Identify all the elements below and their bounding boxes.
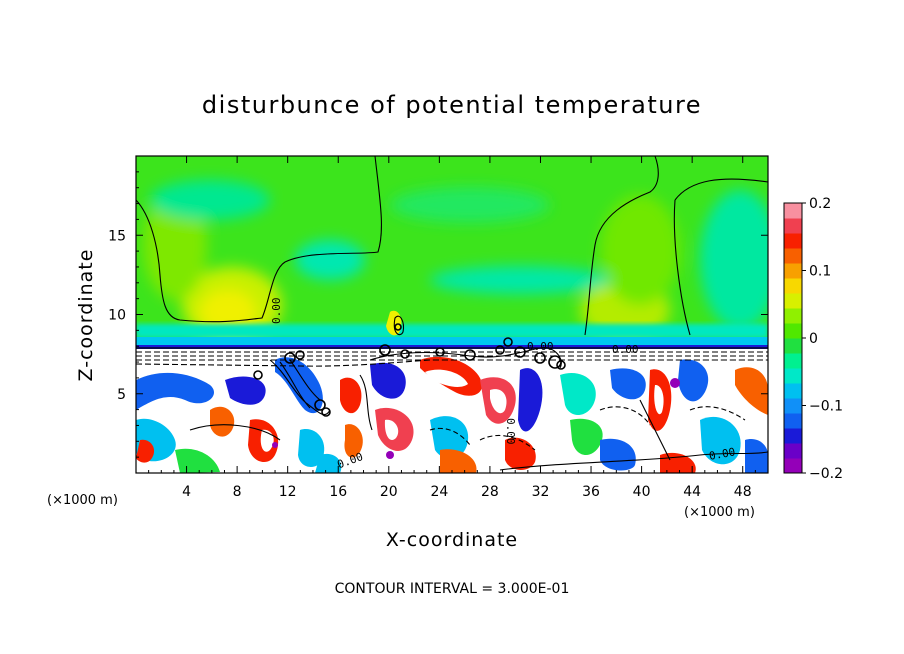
turbulent-features <box>136 310 768 473</box>
colorbar-segment <box>784 368 802 384</box>
x-tick-label: 36 <box>582 484 600 500</box>
contour-label-5: 0.00 <box>504 418 517 445</box>
colorbar: 0.2 0.1 0 −0.1 −0.2 <box>784 196 843 482</box>
colorbar-segment <box>784 398 802 414</box>
colorbar-tick-label: −0.1 <box>809 399 843 415</box>
x-tick-label: 48 <box>734 484 752 500</box>
contour-interval-note: CONTOUR INTERVAL = 3.000E-01 <box>335 581 570 597</box>
colorbar-segment <box>784 308 802 324</box>
x-tick-label: 8 <box>233 484 242 500</box>
x-tick-label: 32 <box>532 484 550 500</box>
colorbar-segment <box>784 278 802 294</box>
x-unit-left: (×1000 m) <box>47 493 118 508</box>
x-tick-label: 20 <box>380 484 398 500</box>
x-tick-label: 16 <box>329 484 347 500</box>
colorbar-tick-label: 0.2 <box>809 196 831 212</box>
contour-label-6: 0.00 <box>527 340 554 353</box>
colorbar-frame <box>783 202 803 474</box>
x-tick-label: 12 <box>279 484 297 500</box>
y-tick-label: 10 <box>108 308 126 324</box>
y-tick-label: 5 <box>117 387 126 403</box>
chart-title: disturbunce of potential temperature <box>202 91 702 119</box>
colorbar-segment <box>784 233 802 249</box>
y-axis-label: Z-coordinate <box>75 249 97 382</box>
y-tick-label: 15 <box>108 228 126 244</box>
colorbar-segment <box>784 353 802 369</box>
colorbar-segment <box>784 218 802 234</box>
x-unit-right: (×1000 m) <box>684 505 755 520</box>
contour-label-1: 0.00 <box>270 298 283 325</box>
x-tick-label: 40 <box>633 484 651 500</box>
colorbar-segment <box>784 248 802 264</box>
colorbar-segment <box>784 383 802 399</box>
colorbar-segment <box>784 413 802 429</box>
x-axis-label: X-coordinate <box>386 529 518 551</box>
colorbar-segment <box>784 323 802 339</box>
contour-label-4: 0.00 <box>708 445 736 462</box>
colorbar-segment <box>784 458 802 474</box>
contour-clusters <box>253 323 566 417</box>
colorbar-tick-label: −0.2 <box>809 466 843 482</box>
x-axis: 4 8 12 16 20 24 28 32 36 40 44 48 <box>148 156 756 500</box>
x-tick-label: 28 <box>481 484 499 500</box>
heatmap-field: 0.00 0.00 0.00 0.00 0.00 0.00 <box>136 156 768 473</box>
contour-label-2: 0.00 <box>612 343 639 356</box>
colorbar-tick-label: 0 <box>809 331 818 347</box>
colorbar-segment <box>784 338 802 354</box>
contour-lines <box>136 156 768 471</box>
colorbar-segment <box>784 263 802 279</box>
colorbar-segment <box>784 293 802 309</box>
colorbar-tick-label: 0.1 <box>809 264 831 280</box>
y-axis: 5 10 15 <box>108 171 768 458</box>
x-tick-label: 44 <box>683 484 701 500</box>
x-tick-label: 24 <box>430 484 448 500</box>
colorbar-segment <box>784 428 802 444</box>
colorbar-segment <box>784 203 802 219</box>
x-tick-label: 4 <box>182 484 191 500</box>
colorbar-segment <box>784 443 802 459</box>
